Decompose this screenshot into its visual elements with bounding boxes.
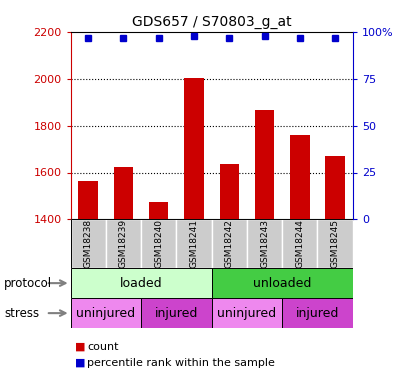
Text: loaded: loaded [120,277,162,290]
Bar [141,298,212,328]
Bar [71,298,141,328]
Bar [71,219,106,268]
Text: ■: ■ [75,358,85,368]
Bar [176,219,212,268]
Bar [71,268,212,298]
Bar [255,110,274,219]
Text: ■: ■ [75,342,85,352]
Text: GSM18239: GSM18239 [119,219,128,268]
Text: injured: injured [296,307,339,320]
Bar [220,164,239,219]
Bar [184,78,204,219]
Bar [141,219,176,268]
Text: GSM18242: GSM18242 [225,219,234,268]
Bar [212,219,247,268]
Bar [290,135,310,219]
Bar [282,219,317,268]
Text: GSM18245: GSM18245 [331,219,339,268]
Bar [106,219,141,268]
Text: stress: stress [4,307,39,320]
Text: protocol: protocol [4,277,52,290]
Text: GSM18238: GSM18238 [84,219,93,268]
Text: uninjured: uninjured [76,307,135,320]
Text: injured: injured [155,307,198,320]
Bar [317,219,353,268]
Bar [212,268,353,298]
Text: unloaded: unloaded [253,277,311,290]
Text: count: count [87,342,119,352]
Bar [212,298,282,328]
Bar [325,156,345,219]
Title: GDS657 / S70803_g_at: GDS657 / S70803_g_at [132,15,291,30]
Bar [114,166,133,219]
Text: GSM18244: GSM18244 [295,219,304,268]
Text: uninjured: uninjured [217,307,276,320]
Text: percentile rank within the sample: percentile rank within the sample [87,358,275,368]
Text: GSM18243: GSM18243 [260,219,269,268]
Bar [78,182,98,219]
Bar [247,219,282,268]
Bar [149,202,168,219]
Text: GSM18241: GSM18241 [190,219,198,268]
Bar [282,298,353,328]
Text: GSM18240: GSM18240 [154,219,163,268]
